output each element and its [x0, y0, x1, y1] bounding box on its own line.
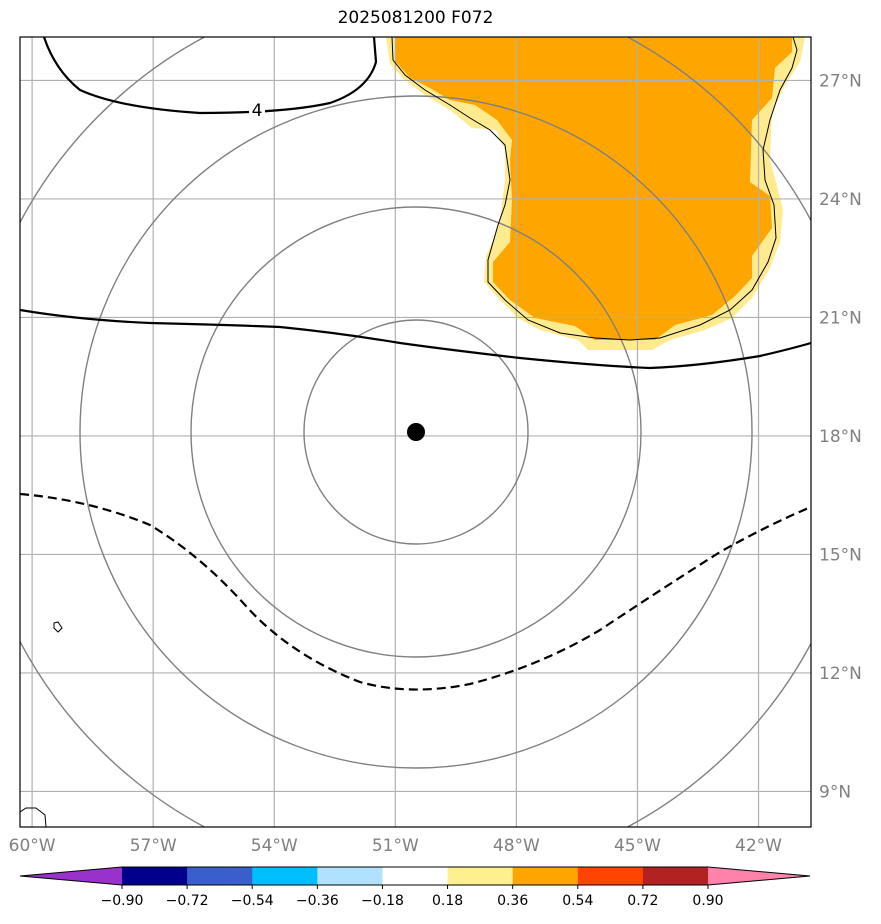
colorbar-tick-label: 0.36 — [497, 893, 528, 909]
lon-tick-label: 54°W — [251, 836, 298, 856]
colorbar-segment — [122, 867, 188, 885]
lat-tick-label: 12°N — [819, 664, 862, 684]
coastlines — [20, 37, 798, 827]
colorbar-segment — [187, 867, 253, 885]
map-frame — [19, 36, 812, 828]
lat-tick-label: 18°N — [819, 427, 862, 447]
lat-tick-label: 15°N — [819, 545, 862, 565]
lon-tick-label: 45°W — [614, 836, 661, 856]
range-rings — [20, 37, 811, 827]
colorbar-segment — [252, 867, 318, 885]
lon-tick-label: 60°W — [9, 836, 56, 856]
colorbar-tick-label: −0.72 — [166, 893, 209, 909]
lat-tick-label: 21°N — [819, 308, 862, 328]
lon-tick-label: 48°W — [493, 836, 540, 856]
shaded-field — [386, 37, 805, 350]
lat-tick-label: 9°N — [819, 782, 851, 802]
tick-labels: 60°W 57°W 54°W 51°W 48°W 45°W 42°W 27°N 24°N 21°N… — [9, 71, 862, 856]
lat-tick-label: 24°N — [819, 190, 862, 210]
range-ring-1 — [303, 319, 529, 545]
colorbar-tick-label: 0.54 — [562, 893, 593, 909]
colorbar-tick-label: 0.90 — [692, 893, 723, 909]
contour-solid-mid — [20, 308, 811, 370]
colorbar-tick-label: 0.72 — [627, 893, 658, 909]
coastline-northeast — [391, 37, 798, 341]
colorbar-extend-low — [20, 867, 122, 885]
lon-tick-label: 42°W — [735, 836, 782, 856]
colorbar-extend-high — [708, 867, 810, 885]
colorbar: −0.90 −0.72 −0.54 −0.36 −0.18 0.18 0.36 0.54 0.7… — [19, 866, 811, 909]
contours — [20, 37, 811, 691]
contour-label-text: 4 — [252, 101, 263, 121]
map-title: 2025081200 F072 — [337, 8, 494, 28]
range-ring-2 — [190, 206, 642, 658]
contour-label: 4 — [249, 101, 265, 121]
island-small — [53, 621, 63, 633]
colorbar-tick-label: 0.18 — [432, 893, 463, 909]
colorbar-tick-label: −0.18 — [361, 893, 404, 909]
storm-center-marker — [407, 423, 425, 441]
colorbar-tick-label: −0.90 — [101, 893, 144, 909]
shaded-field-core — [396, 37, 792, 340]
colorbar-tick-label: −0.54 — [231, 893, 274, 909]
lon-tick-label: 51°W — [372, 836, 419, 856]
coastline-southwest — [20, 807, 47, 827]
colorbar-tick-label: −0.36 — [296, 893, 339, 909]
contour-north-closed — [42, 37, 378, 115]
colorbar-segment — [317, 867, 383, 885]
colorbar-segment — [382, 867, 449, 885]
lon-tick-label: 57°W — [130, 836, 177, 856]
lat-tick-label: 27°N — [819, 71, 862, 91]
colorbar-segment — [642, 867, 709, 885]
contour-dashed-south — [20, 492, 811, 691]
range-ring-3 — [79, 95, 753, 769]
colorbar-segment — [447, 867, 514, 885]
graticule — [20, 37, 811, 827]
colorbar-segment — [577, 867, 644, 885]
colorbar-segment — [512, 867, 579, 885]
